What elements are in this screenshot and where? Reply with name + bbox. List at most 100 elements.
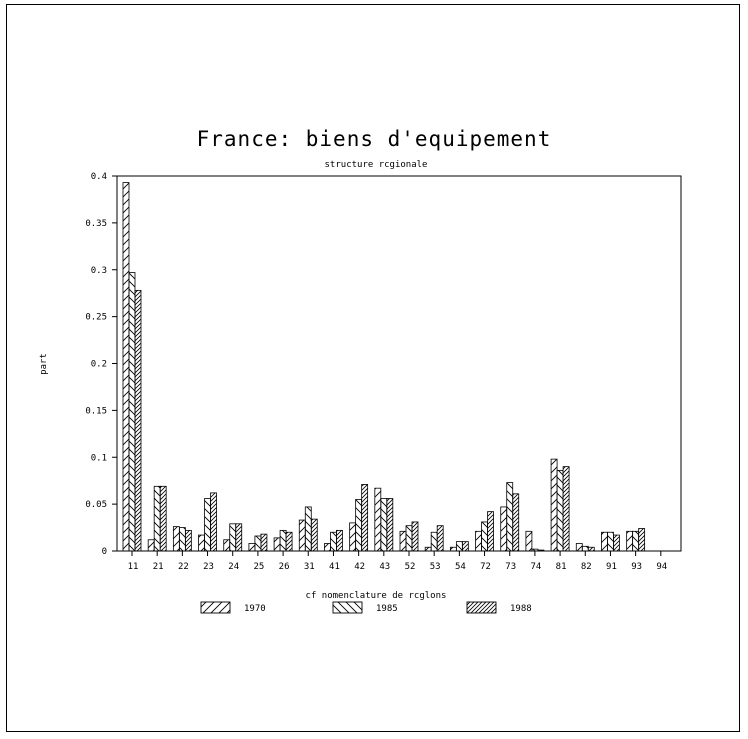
bar-1985-31: [304, 506, 312, 552]
x-tick-label: 22: [178, 562, 189, 572]
bar-1985-73: [506, 482, 514, 552]
x-tick-label: 31: [304, 562, 315, 572]
chart-title: France: biens d'equipement: [197, 127, 552, 151]
y-tick-label: 0.3: [91, 266, 107, 276]
bar-1985-93: [632, 530, 640, 552]
bar-1988-26: [285, 531, 293, 552]
y-tick-label: 0.4: [91, 172, 107, 182]
figure-frame: [6, 4, 740, 732]
bar-1988-41: [336, 529, 343, 552]
x-tick-label: 81: [556, 562, 567, 572]
x-tick-label: 91: [606, 562, 617, 572]
bar-1985-23: [204, 498, 211, 552]
x-tick-label: 26: [279, 562, 290, 572]
x-tick-label: 94: [656, 562, 667, 572]
y-tick-label: 0.35: [85, 219, 107, 229]
bar-1988-11: [134, 289, 142, 552]
bar-1985-42: [355, 499, 363, 552]
bar-1970-22: [172, 526, 180, 552]
bar-1988-43: [386, 498, 394, 552]
x-tick-label: 25: [253, 562, 264, 572]
legend-label-1985: 1985: [376, 604, 398, 614]
y-tick-label: 0: [102, 547, 107, 557]
legend: 1970 1985 1988: [200, 601, 532, 614]
y-tick-label: 0.1: [91, 453, 107, 463]
bar-1970-11: [122, 182, 130, 552]
x-tick-label: 73: [505, 562, 516, 572]
bar-1970-26: [273, 537, 281, 552]
x-tick-label: 74: [530, 562, 541, 572]
bar-1985-82: [581, 545, 589, 552]
bar-1985-53: [430, 531, 438, 552]
x-tick-label: 21: [153, 562, 164, 572]
x-tick-label: 43: [379, 562, 390, 572]
x-tick-label: 93: [631, 562, 642, 572]
bar-1985-52: [405, 525, 413, 552]
y-tick-label: 0.25: [85, 313, 107, 323]
bar-1988-52: [411, 521, 419, 552]
bar-1985-11: [128, 272, 136, 552]
bar-1988-74: [537, 549, 545, 552]
bar-1988-72: [487, 511, 494, 552]
bar-1988-24: [235, 523, 243, 552]
x-tick-label: 54: [455, 562, 466, 572]
bar-1970-93: [626, 530, 634, 552]
bar-1988-93: [638, 528, 646, 552]
x-tick-label: 72: [480, 562, 491, 572]
bar-1985-21: [153, 485, 161, 552]
bar-1988-73: [512, 493, 520, 552]
bar-1970-91: [601, 531, 608, 552]
bar-1970-54: [449, 546, 457, 552]
bar-1970-74: [525, 530, 533, 552]
legend-label-1988: 1988: [510, 604, 532, 614]
x-tick-label: 23: [203, 562, 214, 572]
bar-1970-52: [399, 530, 407, 552]
bar-1988-21: [159, 485, 167, 552]
legend-swatch-1970: [200, 601, 231, 614]
bar-1988-42: [361, 484, 369, 552]
bar-1970-82: [575, 543, 583, 552]
bar-1985-22: [178, 527, 186, 552]
bar-1970-73: [500, 506, 508, 552]
y-tick-label: 0.15: [85, 406, 107, 416]
x-tick-label: 82: [581, 562, 592, 572]
legend-label-1970: 1970: [244, 604, 266, 614]
x-tick-label: 42: [354, 562, 365, 572]
legend-swatch-1985: [332, 601, 363, 614]
bar-1988-25: [260, 533, 268, 552]
bar-1985-25: [254, 535, 262, 552]
bar-1985-81: [556, 469, 564, 552]
bar-1970-53: [424, 546, 432, 552]
bar-1988-31: [310, 518, 318, 552]
x-axis: 11 21 22 23 24 25 26 31 41 42 43 52 53 54 72 73 74 81 82 91…: [128, 551, 667, 572]
plot-area-frame: [116, 175, 682, 552]
bar-1970-42: [349, 522, 357, 552]
bar-1985-24: [229, 523, 237, 552]
x-tick-label: 11: [128, 562, 139, 572]
bar-1970-23: [198, 534, 205, 552]
bar-1970-25: [248, 543, 256, 552]
bar-1988-54: [461, 541, 469, 552]
bars-group: [122, 182, 646, 552]
x-tick-label: 41: [329, 562, 340, 572]
x-tick-label: 53: [430, 562, 441, 572]
bar-1970-72: [475, 530, 482, 552]
x-axis-label: cf nomenclature de rcglons: [306, 591, 447, 601]
x-tick-label: 52: [405, 562, 416, 572]
x-tick-label: 24: [228, 562, 239, 572]
bar-1985-26: [279, 529, 287, 552]
bar-1985-41: [330, 531, 337, 552]
bar-1985-54: [455, 541, 463, 552]
bar-1988-23: [210, 492, 217, 552]
y-tick-label: 0.2: [91, 360, 107, 370]
bar-1988-53: [436, 525, 444, 552]
legend-swatch-1988: [466, 601, 497, 614]
bar-1970-81: [550, 458, 558, 552]
bar-1988-81: [562, 466, 570, 552]
bar-1970-31: [298, 519, 306, 552]
bar-1985-43: [380, 498, 388, 552]
y-tick-label: 0.05: [85, 500, 107, 510]
bar-1970-24: [223, 539, 231, 552]
bar-1988-91: [613, 534, 620, 552]
y-axis: 0 0.05 0.1 0.15 0.2 0.25 0.3 0.35 0.4: [85, 172, 117, 557]
